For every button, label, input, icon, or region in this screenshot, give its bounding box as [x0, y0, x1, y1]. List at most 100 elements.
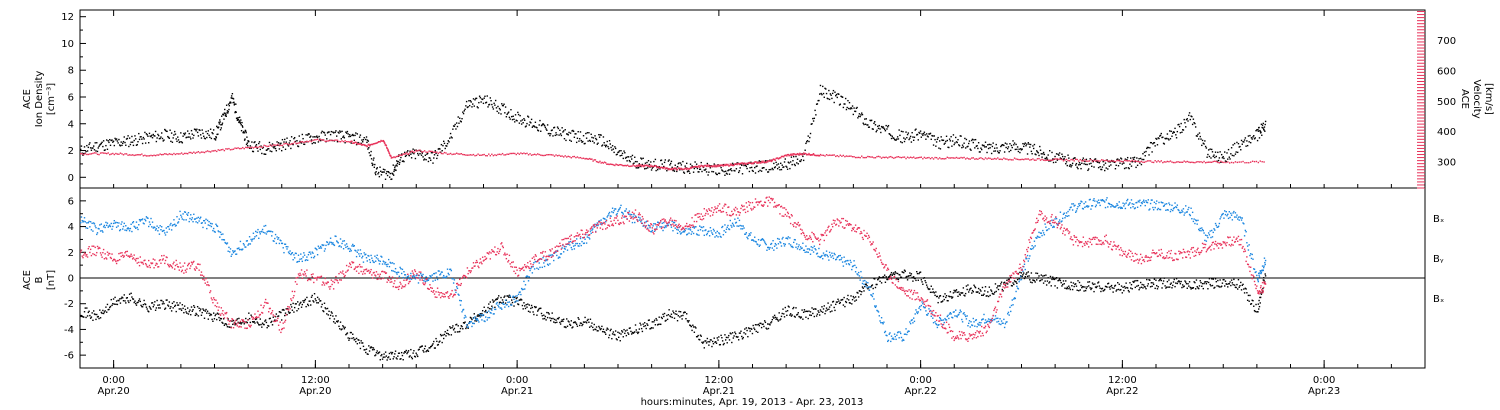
- field-point: [150, 308, 152, 310]
- density-point: [240, 124, 242, 126]
- velocity-point: [395, 155, 398, 158]
- field-tick-label: -6: [64, 351, 74, 362]
- density-point: [841, 96, 843, 98]
- field-point: [460, 325, 462, 327]
- velocity-point: [216, 150, 218, 153]
- field-point: [216, 224, 218, 227]
- density-point: [634, 156, 636, 158]
- density-point: [198, 129, 200, 131]
- field-point: [971, 289, 974, 292]
- density-point: [997, 150, 999, 152]
- field-point: [102, 231, 104, 233]
- velocity-point: [987, 157, 990, 159]
- field-point: [268, 317, 271, 320]
- density-point: [456, 125, 459, 128]
- velocity-point: [609, 163, 611, 165]
- density-point: [403, 160, 405, 163]
- density-point: [1126, 156, 1129, 159]
- density-point: [593, 142, 595, 144]
- field-point: [225, 243, 228, 245]
- density-point: [254, 141, 256, 143]
- field-point: [83, 311, 86, 313]
- density-point: [741, 164, 743, 166]
- density-point: [1249, 134, 1251, 137]
- field-point: [326, 313, 328, 315]
- density-point: [280, 149, 283, 152]
- density-point: [674, 164, 676, 166]
- velocity-point: [767, 161, 769, 163]
- field-point: [545, 258, 547, 261]
- density-point: [211, 131, 213, 134]
- field-point: [718, 344, 721, 346]
- field-point: [639, 322, 641, 324]
- density-point: [423, 158, 426, 160]
- velocity-point: [706, 164, 709, 166]
- field-point: [514, 301, 516, 303]
- field-point: [640, 327, 643, 330]
- field-point: [483, 320, 485, 322]
- velocity-point: [281, 144, 284, 147]
- field-point: [482, 314, 485, 316]
- field-point: [255, 230, 257, 233]
- density-point: [1148, 154, 1150, 156]
- field-point: [1185, 281, 1187, 283]
- field-point: [1109, 288, 1111, 290]
- density-point: [668, 159, 670, 161]
- velocity-point: [650, 164, 652, 166]
- field-point: [223, 239, 226, 241]
- field-point: [464, 314, 466, 317]
- field-point: [582, 323, 584, 326]
- field-point: [897, 278, 900, 281]
- velocity-point: [786, 155, 788, 157]
- velocity-point: [664, 168, 667, 170]
- density-point: [884, 130, 887, 132]
- density-point: [547, 132, 550, 135]
- field-point: [444, 331, 446, 333]
- field-point: [475, 319, 478, 321]
- density-point: [220, 127, 223, 129]
- velocity-point: [1151, 161, 1153, 163]
- field-point: [562, 244, 564, 247]
- field-point: [1226, 283, 1228, 285]
- velocity-point: [681, 168, 683, 170]
- velocity-point: [235, 147, 238, 150]
- density-point: [1039, 145, 1041, 148]
- density-point: [433, 154, 436, 156]
- field-point: [1026, 275, 1029, 278]
- field-point: [1062, 280, 1065, 282]
- field-point: [485, 309, 487, 312]
- density-point: [1066, 164, 1068, 167]
- density-point: [141, 142, 144, 145]
- density-point: [566, 133, 568, 135]
- velocity-point: [727, 163, 729, 166]
- velocity-point: [378, 140, 381, 143]
- field-point: [411, 357, 414, 360]
- field-point: [380, 354, 382, 357]
- field-point: [335, 235, 337, 238]
- velocity-point: [1246, 161, 1248, 164]
- velocity-point: [360, 143, 362, 146]
- field-point: [1056, 287, 1059, 289]
- velocity-tick-label: 500: [1437, 97, 1456, 108]
- field-point: [306, 259, 309, 261]
- field-point: [1259, 296, 1261, 299]
- velocity-point: [142, 155, 145, 157]
- density-point: [488, 103, 491, 106]
- field-point: [1097, 282, 1099, 284]
- field-point: [397, 271, 399, 274]
- field-point: [1082, 286, 1085, 288]
- density-point: [487, 106, 489, 108]
- field-point: [650, 327, 653, 329]
- density-panel-frame: [79, 9, 1426, 189]
- field-point: [1042, 275, 1044, 277]
- field-point: [128, 230, 131, 232]
- density-point: [501, 103, 503, 105]
- field-point: [723, 342, 725, 345]
- density-point: [974, 147, 976, 149]
- density-point: [866, 124, 868, 126]
- density-point: [546, 124, 549, 126]
- velocity-point: [584, 158, 586, 160]
- field-point: [1034, 281, 1036, 283]
- field-point: [478, 315, 480, 317]
- field-point: [831, 310, 833, 312]
